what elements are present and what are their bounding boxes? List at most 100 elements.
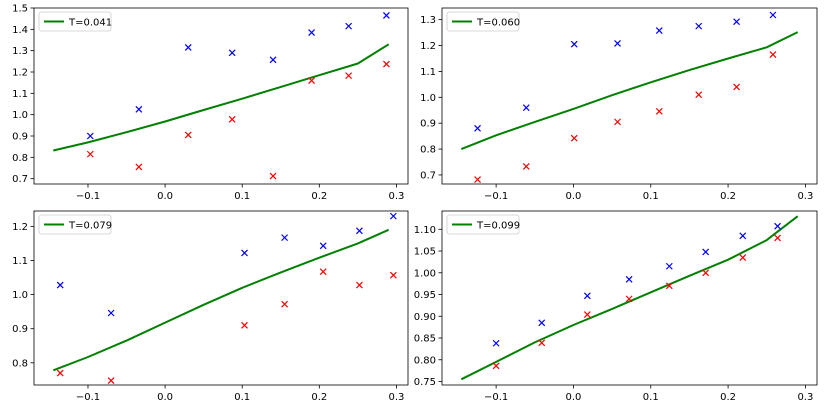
red-point-stroke [107, 377, 115, 384]
blue-point [614, 40, 621, 47]
y-tick-label: 0.7 [12, 174, 28, 185]
red-point-stroke [319, 268, 327, 276]
y-tick-label: 0.9 [420, 119, 436, 130]
blue-point-stroke [774, 222, 781, 230]
subplot-4: −0.1 0.0 0.1 0.2 0.3 0.75 0.80 0.85 0.90 0.95 1.00… [414, 210, 818, 403]
red-point-stroke [355, 281, 363, 289]
subplot-3: −0.1 0.0 0.1 0.2 0.3 0.8 0.9 1.0 1.1 1.2 T=0.079 [12, 210, 409, 403]
red-point [281, 300, 289, 308]
y-tick-label: 1.0 [420, 93, 436, 104]
blue-point-stroke [184, 44, 192, 51]
y-tick-label: 1.05 [414, 247, 436, 258]
red-point [135, 163, 143, 171]
x-tick-label: −0.1 [484, 392, 508, 403]
x-tick-label: 0.2 [720, 191, 736, 202]
red-point [538, 339, 546, 347]
blue-point [522, 104, 530, 112]
red-point [702, 269, 710, 277]
y-tick-label: 0.85 [414, 334, 436, 345]
x-tick-label: 0.0 [157, 191, 173, 202]
y-tick-label: 1.2 [12, 222, 28, 233]
x-tick-label: 0.0 [157, 392, 173, 403]
x-tick-label: 0.3 [797, 191, 813, 202]
red-point-stroke [739, 254, 747, 261]
blue-point [345, 22, 353, 30]
red-point [733, 83, 741, 91]
legend-box [446, 11, 520, 32]
x-tick-label: −0.1 [484, 191, 508, 202]
y-tick-label: 1.1 [12, 256, 28, 267]
blue-point [389, 212, 397, 220]
blue-point-stroke [695, 22, 703, 30]
red-point [769, 51, 777, 59]
y-tick-label: 0.90 [414, 312, 436, 323]
blue-point [135, 105, 143, 113]
legend-label: T=0.060 [476, 18, 520, 29]
legend-label: T=0.079 [68, 221, 112, 232]
blue-point [184, 44, 192, 51]
red-point-stroke [655, 107, 663, 115]
blue-point [570, 40, 578, 48]
y-tick-label: 0.8 [12, 153, 28, 164]
red-point [665, 282, 673, 290]
red-point [345, 72, 353, 80]
blue-point [774, 222, 781, 230]
blue-point [625, 275, 633, 283]
blue-point-stroke [389, 212, 397, 220]
red-point-stroke [86, 150, 94, 158]
blue-point-stroke [355, 227, 363, 235]
x-tick-label: 0.1 [643, 191, 659, 202]
red-point-stroke [281, 300, 289, 308]
axes-frame [33, 210, 409, 386]
x-tick-label: −0.1 [76, 392, 100, 403]
x-tick-label: 0.2 [311, 191, 327, 202]
red-point-stroke [695, 91, 703, 99]
series-line [460, 31, 799, 151]
blue-point [56, 281, 64, 289]
y-tick-label: 0.9 [12, 132, 28, 143]
y-tick-label: 1.0 [12, 110, 28, 121]
blue-point-stroke [474, 124, 481, 132]
blue-point-stroke [107, 309, 115, 317]
x-tick-label: 0.3 [388, 191, 404, 202]
y-tick-label: 1.4 [12, 25, 28, 36]
x-tick-label: 0.3 [388, 392, 404, 403]
x-tick-label: 0.3 [797, 392, 813, 403]
y-tick-label: 0.9 [12, 324, 28, 335]
red-point-stroke [135, 163, 143, 171]
red-point-stroke [614, 118, 621, 126]
axes-frame [441, 210, 818, 386]
red-point-stroke [241, 321, 248, 329]
blue-point-stroke [655, 27, 663, 34]
blue-point [241, 249, 248, 257]
blue-point [733, 18, 741, 26]
y-tick-label: 1.1 [420, 67, 436, 78]
blue-point-stroke [382, 12, 390, 19]
red-point-stroke [774, 234, 781, 242]
red-point [56, 369, 64, 377]
legend-label: T=0.099 [476, 221, 520, 232]
blue-point-stroke [56, 281, 64, 289]
red-point [241, 321, 248, 329]
red-point [319, 268, 327, 276]
subplot-1: −0.1 0.0 0.1 0.2 0.3 0.7 0.8 0.9 1.0 1.1 1.2 1.3 1.4… [12, 4, 409, 202]
red-point-stroke [492, 362, 500, 370]
blue-point-stroke [538, 319, 546, 327]
x-tick-label: 0.2 [720, 392, 736, 403]
x-tick-label: 0.2 [311, 392, 327, 403]
x-tick-label: −0.1 [76, 191, 100, 202]
blue-point [107, 309, 115, 317]
red-point-stroke [345, 72, 353, 80]
blue-point [538, 319, 546, 327]
y-tick-label: 0.95 [414, 290, 436, 301]
blue-point-stroke [733, 18, 741, 26]
blue-point-stroke [135, 105, 143, 113]
red-point [655, 107, 663, 115]
blue-point-stroke [86, 132, 94, 140]
blue-point-stroke [583, 292, 591, 300]
blue-point [769, 11, 777, 19]
red-point [107, 377, 115, 384]
red-point-stroke [769, 51, 777, 59]
blue-point [319, 242, 327, 250]
legend-label: T=0.041 [68, 18, 112, 29]
